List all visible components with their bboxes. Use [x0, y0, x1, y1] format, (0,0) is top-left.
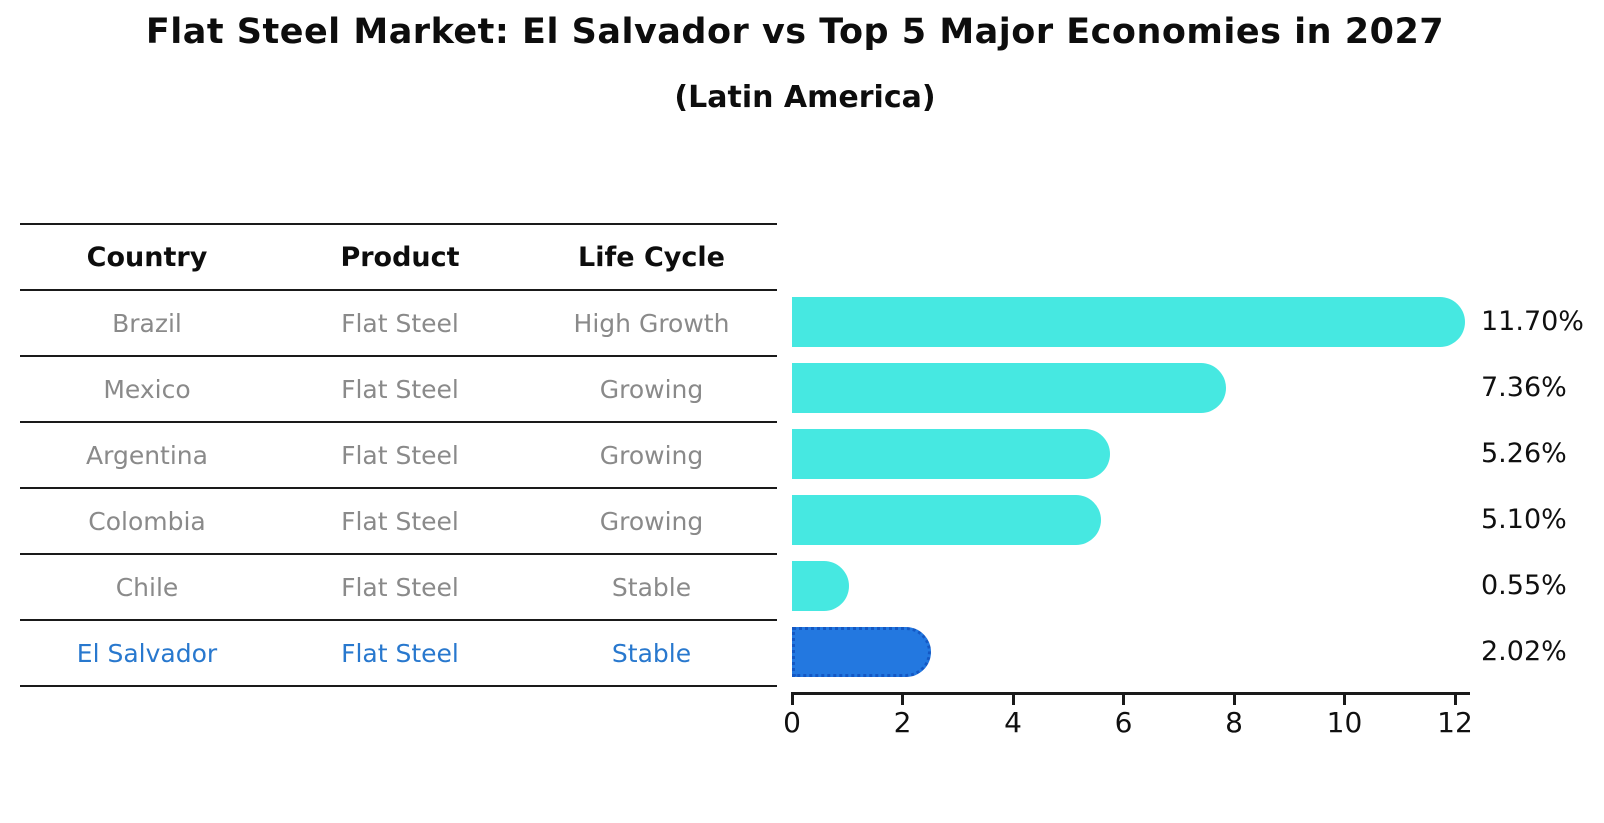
value-label-argentina: 5.26% — [1481, 438, 1567, 469]
table-cell-mexico-life_cycle: Growing — [599, 374, 704, 404]
table-cell-header-country: Country — [86, 241, 208, 273]
x-tick-12 — [1453, 695, 1457, 705]
value-label-colombia: 5.10% — [1481, 504, 1567, 535]
x-tick-2 — [901, 695, 904, 705]
table-row-brazil: Brazil Flat Steel High Growth — [20, 291, 777, 357]
x-tick-10 — [1343, 695, 1346, 705]
chart-title: Flat Steel Market: El Salvador vs Top 5 … — [145, 12, 1445, 52]
x-tick-label-12: 12 — [1437, 706, 1473, 739]
x-axis-line — [791, 692, 1470, 695]
x-tick-label-0: 0 — [783, 706, 801, 739]
table-cell-header-product: Product — [340, 241, 460, 273]
table-cell-mexico-country: Mexico — [103, 374, 191, 404]
table-row-header: Country Product Life Cycle — [20, 225, 777, 291]
table-cell-argentina-country: Argentina — [86, 440, 208, 470]
bar-mexico — [792, 363, 1226, 413]
value-label-mexico: 7.36% — [1481, 372, 1567, 403]
value-label-brazil: 11.70% — [1481, 306, 1584, 337]
table-cell-el-salvador-country: El Salvador — [76, 638, 218, 668]
table-cell-colombia-life_cycle: Growing — [599, 506, 704, 536]
table-cell-chile-life_cycle: Stable — [611, 572, 692, 602]
table-cell-header-life_cycle: Life Cycle — [578, 241, 725, 273]
table-row-el-salvador: El Salvador Flat Steel Stable — [20, 621, 777, 687]
table-cell-argentina-product: Flat Steel — [341, 440, 459, 470]
table-cell-el-salvador-product: Flat Steel — [341, 638, 459, 668]
x-tick-4 — [1011, 695, 1015, 705]
bar-chile — [792, 561, 850, 611]
value-label-el-salvador: 2.02% — [1481, 636, 1567, 667]
x-tick-label-8: 8 — [1225, 706, 1243, 739]
x-tick-label-2: 2 — [893, 706, 912, 739]
table-cell-brazil-product: Flat Steel — [341, 308, 459, 338]
table-cell-colombia-product: Flat Steel — [341, 506, 459, 536]
table-cell-brazil-life_cycle: High Growth — [573, 308, 730, 338]
x-tick-6 — [1122, 695, 1125, 705]
value-label-chile: 0.55% — [1481, 570, 1567, 601]
table-cell-chile-product: Flat Steel — [341, 572, 459, 602]
table-row-chile: Chile Flat Steel Stable — [20, 555, 777, 621]
table-cell-mexico-product: Flat Steel — [341, 374, 459, 404]
x-tick-label-10: 10 — [1326, 706, 1363, 739]
bar-argentina — [792, 429, 1110, 479]
country-table: Country Product Life Cycle Brazil Flat Steel… — [20, 223, 777, 687]
table-row-argentina: Argentina Flat Steel Growing — [20, 423, 777, 489]
x-tick-0 — [790, 695, 794, 705]
x-tick-label-6: 6 — [1114, 706, 1133, 739]
table-row-colombia: Colombia Flat Steel Growing — [20, 489, 777, 555]
table-row-mexico: Mexico Flat Steel Growing — [20, 357, 777, 423]
table-cell-brazil-country: Brazil — [112, 308, 182, 338]
x-tick-8 — [1232, 695, 1236, 705]
table-cell-chile-country: Chile — [115, 572, 179, 602]
table-cell-argentina-life_cycle: Growing — [599, 440, 704, 470]
bar-colombia — [792, 495, 1101, 545]
bar-brazil — [792, 297, 1466, 347]
bar-el-salvador — [792, 627, 931, 677]
x-tick-label-4: 4 — [1004, 706, 1022, 739]
chart-subtitle: (Latin America) — [674, 80, 936, 115]
table-cell-el-salvador-life_cycle: Stable — [611, 638, 692, 668]
table-cell-colombia-country: Colombia — [88, 506, 206, 536]
